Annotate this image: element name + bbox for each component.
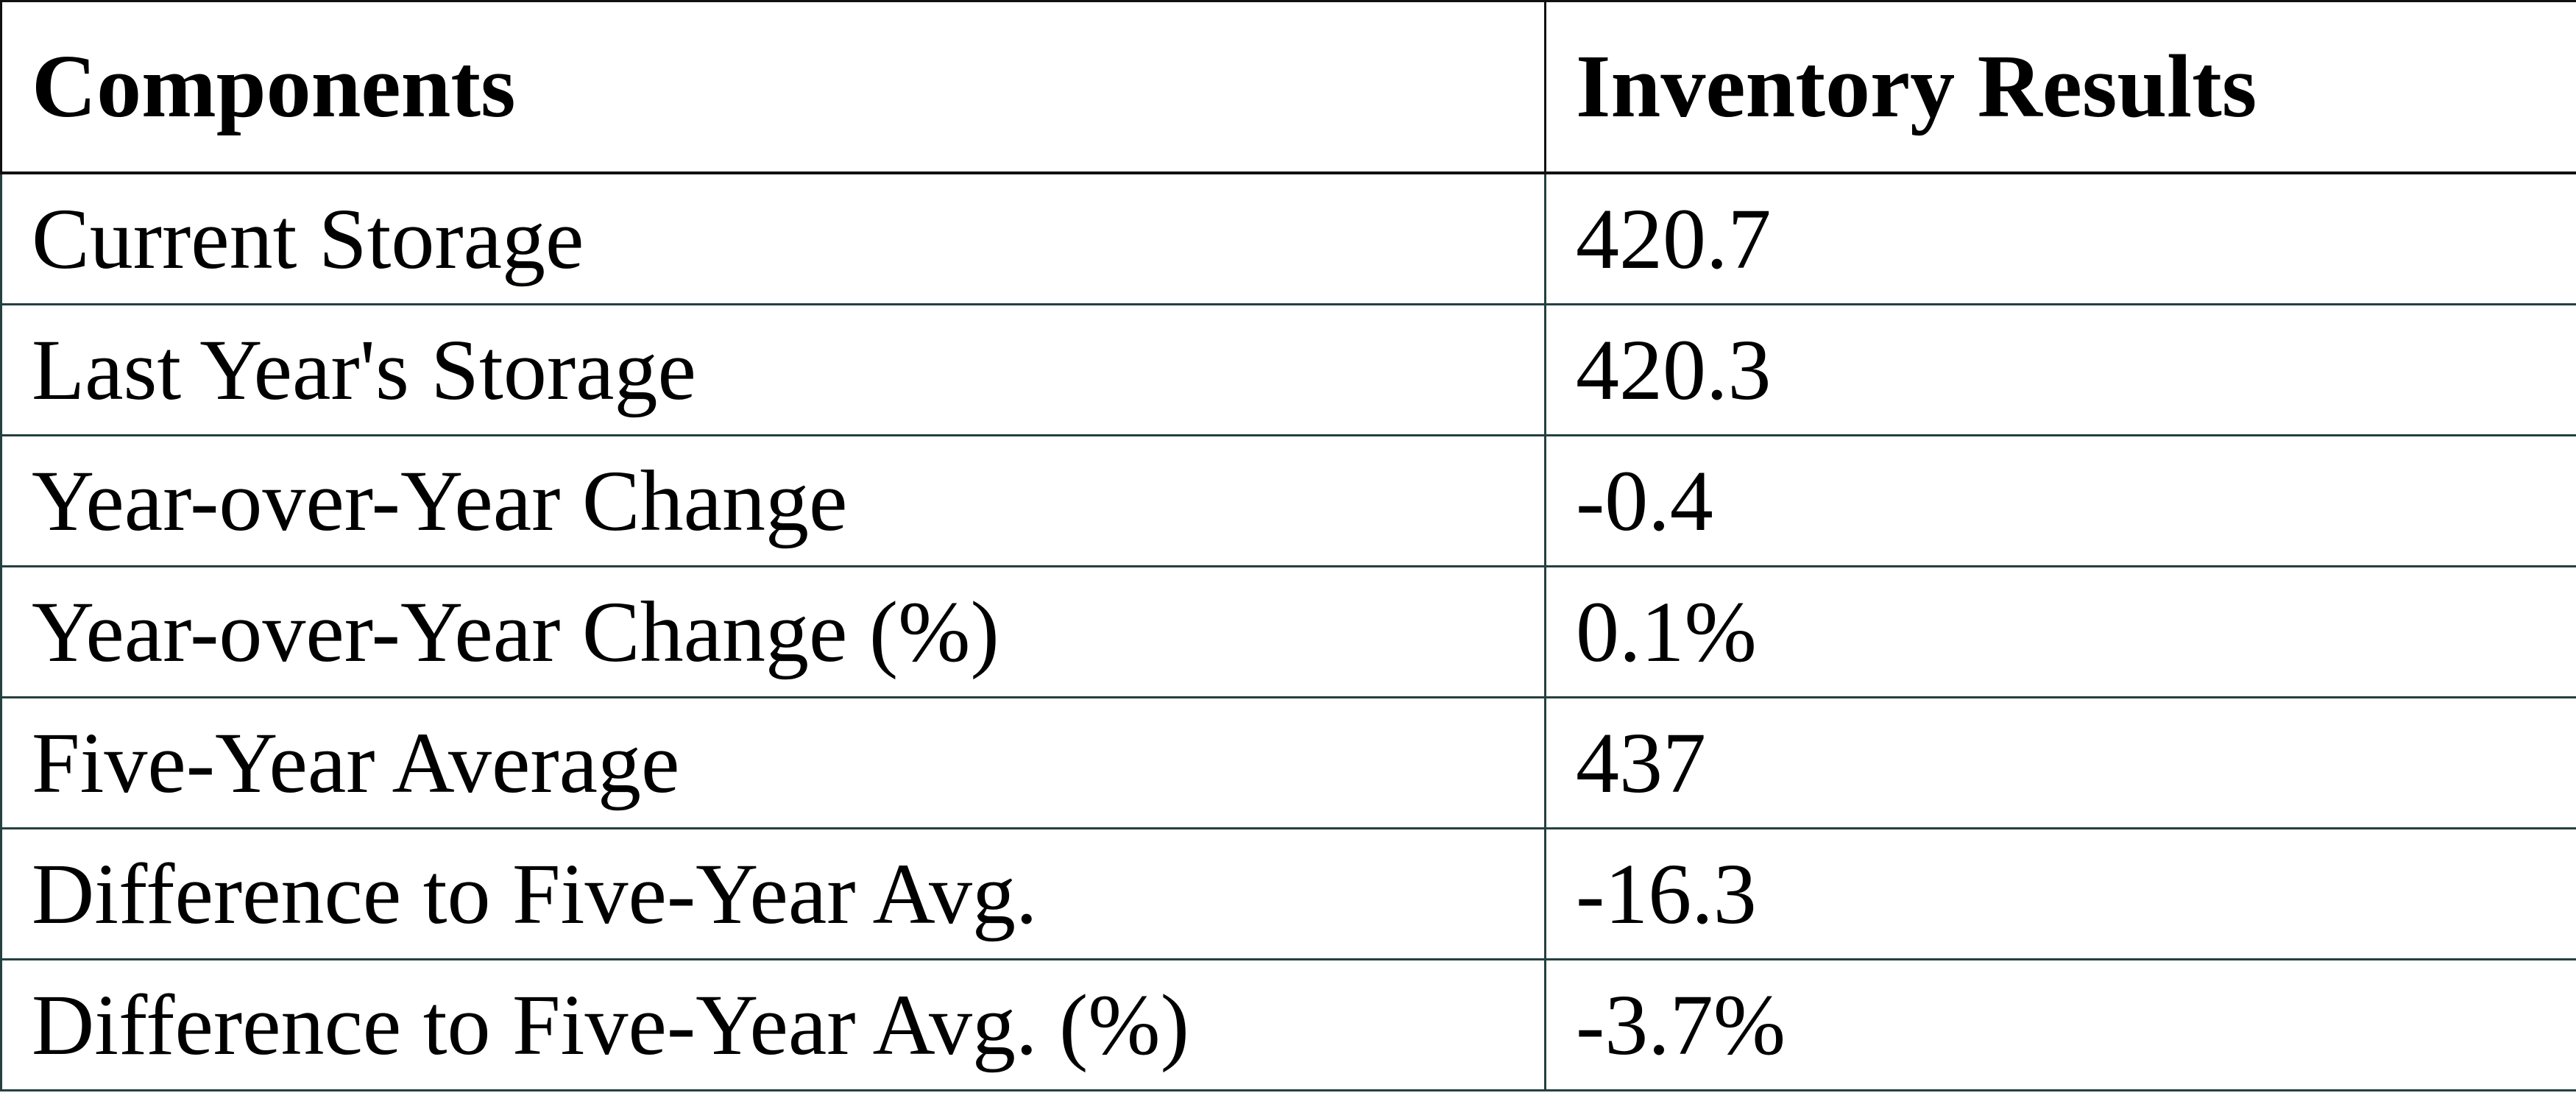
result-cell: 420.7	[1544, 171, 2576, 305]
component-cell: Year-over-Year Change (%)	[0, 565, 1546, 698]
component-cell: Difference to Five-Year Avg.	[0, 827, 1546, 960]
result-cell: -0.4	[1544, 434, 2576, 567]
component-cell: Last Year's Storage	[0, 303, 1546, 436]
result-cell: -3.7%	[1544, 958, 2576, 1091]
table-row: Last Year's Storage 420.3	[0, 303, 2576, 436]
component-cell: Year-over-Year Change	[0, 434, 1546, 567]
table-row: Year-over-Year Change -0.4	[0, 434, 2576, 567]
header-cell: Inventory Results	[1544, 0, 2576, 174]
result-cell: 0.1%	[1544, 565, 2576, 698]
header-cell: Components	[0, 0, 1546, 174]
component-cell: Five-Year Average	[0, 696, 1546, 829]
component-cell: Difference to Five-Year Avg. (%)	[0, 958, 1546, 1091]
table-row: Year-over-Year Change (%) 0.1%	[0, 565, 2576, 698]
result-cell: 437	[1544, 696, 2576, 829]
component-cell: Current Storage	[0, 171, 1546, 305]
table-row: Difference to Five-Year Avg. (%) -3.7%	[0, 958, 2576, 1091]
result-cell: 420.3	[1544, 303, 2576, 436]
table-row: Five-Year Average 437	[0, 696, 2576, 829]
header-row: Components Inventory Results	[0, 0, 2576, 174]
table-row: Difference to Five-Year Avg. -16.3	[0, 827, 2576, 960]
result-cell: -16.3	[1544, 827, 2576, 960]
table-row: Current Storage 420.7	[0, 171, 2576, 305]
table-body: Current Storage 420.7 Last Year's Storage 4…	[0, 171, 2576, 1091]
